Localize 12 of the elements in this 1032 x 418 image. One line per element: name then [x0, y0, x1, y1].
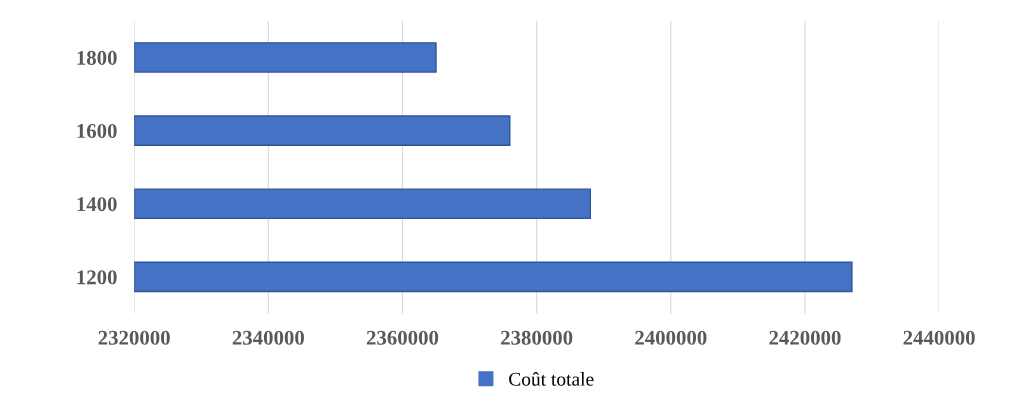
y-tick-label: 1800 — [77, 50, 117, 65]
x-tick-label: 2360000 — [366, 330, 439, 345]
y-tick-label: 1600 — [77, 124, 117, 139]
x-tick-label: 2400000 — [635, 330, 707, 345]
x-tick-label: 2340000 — [232, 330, 304, 345]
x-tick-label: 2440000 — [903, 330, 975, 345]
legend-label: Coût totale — [509, 372, 594, 386]
x-tick-label: 2320000 — [98, 330, 170, 345]
x-tick-label: 2380000 — [501, 330, 573, 345]
y-tick-label: 1400 — [77, 197, 117, 212]
y-tick-label: 1200 — [77, 270, 117, 285]
x-tick-label: 2420000 — [769, 330, 841, 345]
